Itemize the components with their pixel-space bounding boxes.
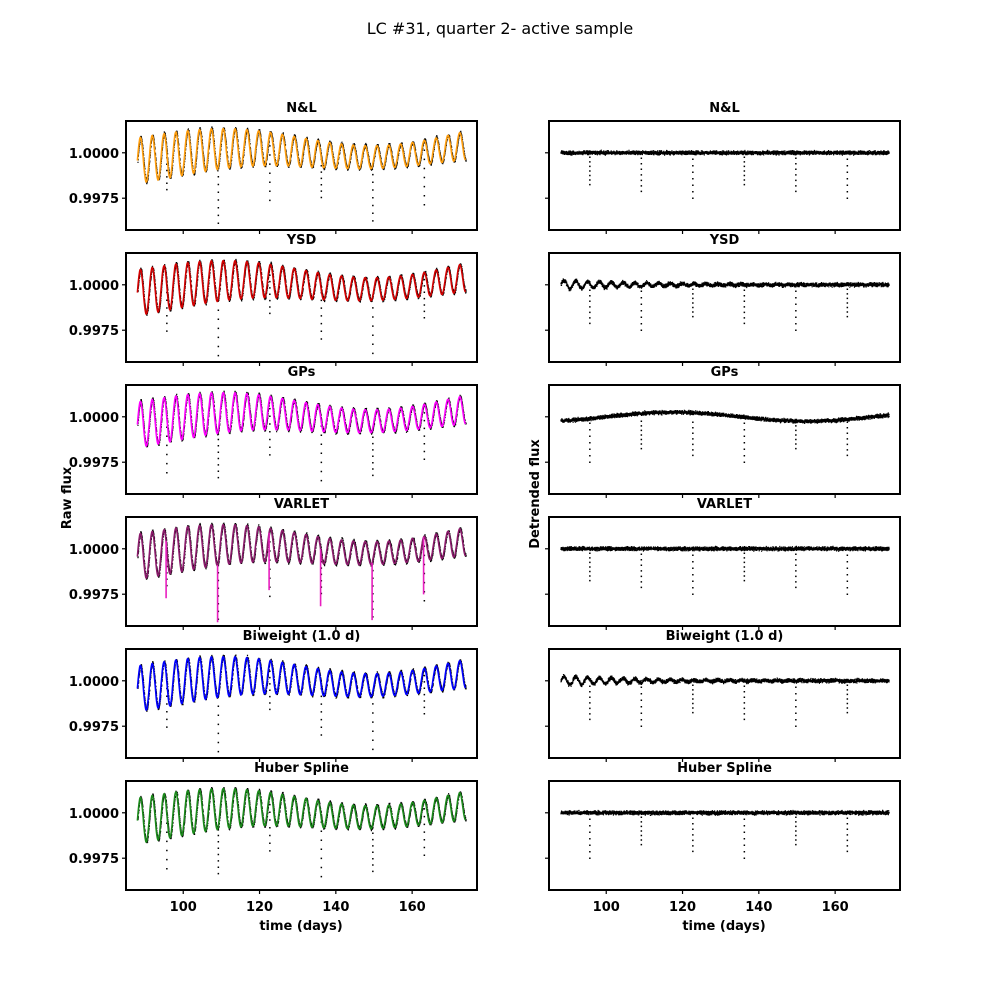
plot-area (560, 674, 890, 727)
axes-frame (548, 780, 901, 891)
detrended-panel-3: GPs (545, 365, 901, 498)
axes-frame (125, 384, 478, 495)
plot-area (136, 654, 467, 758)
raw-panel-1: N&L 1.0000 0.9975 (69, 101, 478, 234)
xtick-label: 160 (822, 900, 849, 915)
plot-area (560, 545, 890, 595)
panel-title: N&L (286, 101, 317, 116)
xtick-label: 100 (170, 900, 197, 915)
flux-points (560, 149, 890, 156)
trend-line (136, 523, 467, 580)
right-xlabel: time (days) (682, 919, 765, 934)
plot-area (136, 787, 467, 878)
trend-line (136, 787, 467, 844)
panel-title: VARLET (274, 497, 329, 512)
raw-panel-5: Biweight (1.0 d) 1.0000 0.9975 (69, 629, 478, 762)
detrended-panel-1: N&L (545, 101, 901, 234)
ytick-label: 1.0000 (69, 411, 119, 426)
ytick-label: 0.9975 (69, 588, 119, 603)
axes-frame (125, 648, 478, 759)
plot-area (136, 258, 467, 362)
plot-area (560, 149, 890, 199)
transit-points (589, 552, 849, 595)
transit-points (589, 156, 849, 199)
panel-title: GPs (711, 365, 739, 380)
panel-title: VARLET (697, 497, 752, 512)
trend-line (136, 259, 467, 316)
xtick-label: 120 (246, 900, 273, 915)
flux-points (560, 545, 890, 552)
raw-panel-2: YSD 1.0000 0.9975 (69, 233, 478, 366)
panel-title: Biweight (1.0 d) (243, 629, 361, 644)
ytick-label: 0.9975 (69, 324, 119, 339)
panel-title: Huber Spline (677, 761, 772, 776)
xtick-label: 140 (745, 900, 772, 915)
panel-title: GPs (288, 365, 316, 380)
xtick-label: 160 (399, 900, 426, 915)
raw-panel-3: GPs 1.0000 0.9975 (69, 365, 478, 498)
ytick-label: 0.9975 (69, 192, 119, 207)
left-xlabel: time (days) (259, 919, 342, 934)
axes-frame (125, 252, 478, 363)
detrended-panel-5: Biweight (1.0 d) (545, 629, 901, 762)
panel-title: N&L (709, 101, 740, 116)
trend-line (136, 391, 467, 448)
axes-frame (125, 780, 478, 891)
figure-suptitle: LC #31, quarter 2- active sample (367, 19, 634, 38)
raw-panel-6: Huber Spline 1.0000 0.9975 100 120 140 160 (69, 761, 478, 915)
axes-frame (548, 516, 901, 627)
right-ylabel: Detrended flux (528, 439, 543, 549)
ytick-label: 1.0000 (69, 279, 119, 294)
ytick-label: 1.0000 (69, 147, 119, 162)
panels-group: N&L 1.0000 0.9975 YSD 1.0000 0.9975 GPs 1.0000 0… (69, 101, 901, 915)
flux-points (560, 409, 890, 424)
panel-title: Biweight (1.0 d) (666, 629, 784, 644)
transit-points (589, 420, 849, 463)
axes-frame (548, 648, 901, 759)
transit-points (589, 288, 849, 331)
panel-title: YSD (286, 233, 317, 248)
trend-line (136, 655, 467, 712)
axes-frame (548, 120, 901, 231)
transit-points (589, 816, 849, 859)
ytick-label: 1.0000 (69, 675, 119, 690)
plot-area (136, 390, 467, 482)
plot-area (560, 409, 890, 463)
transit-points (589, 684, 849, 727)
panel-title: YSD (709, 233, 740, 248)
ytick-label: 0.9975 (69, 456, 119, 471)
flux-points (560, 809, 890, 816)
flux-points (560, 674, 890, 688)
detrended-panel-4: VARLET (545, 497, 901, 630)
xtick-label: 120 (669, 900, 696, 915)
axes-frame (548, 252, 901, 363)
detrended-panel-6: Huber Spline 100 120 140 160 (545, 761, 901, 915)
trend-line (136, 127, 467, 184)
axes-frame (125, 120, 478, 231)
plot-area (560, 278, 890, 331)
left-ylabel: Raw flux (60, 466, 75, 529)
plot-area (136, 126, 467, 224)
ytick-label: 0.9975 (69, 720, 119, 735)
ytick-label: 0.9975 (69, 852, 119, 867)
detrended-panel-2: YSD (545, 233, 901, 366)
xtick-label: 100 (593, 900, 620, 915)
ytick-label: 1.0000 (69, 807, 119, 822)
raw-panel-4: VARLET 1.0000 0.9975 (69, 497, 478, 630)
plot-area (136, 522, 467, 623)
varlet-transit-fit (165, 532, 425, 623)
panel-title: Huber Spline (254, 761, 349, 776)
ytick-label: 1.0000 (69, 543, 119, 558)
axes-frame (548, 384, 901, 495)
axes-frame (125, 516, 478, 627)
plot-area (560, 809, 890, 859)
xtick-label: 140 (322, 900, 349, 915)
flux-points (560, 278, 890, 292)
